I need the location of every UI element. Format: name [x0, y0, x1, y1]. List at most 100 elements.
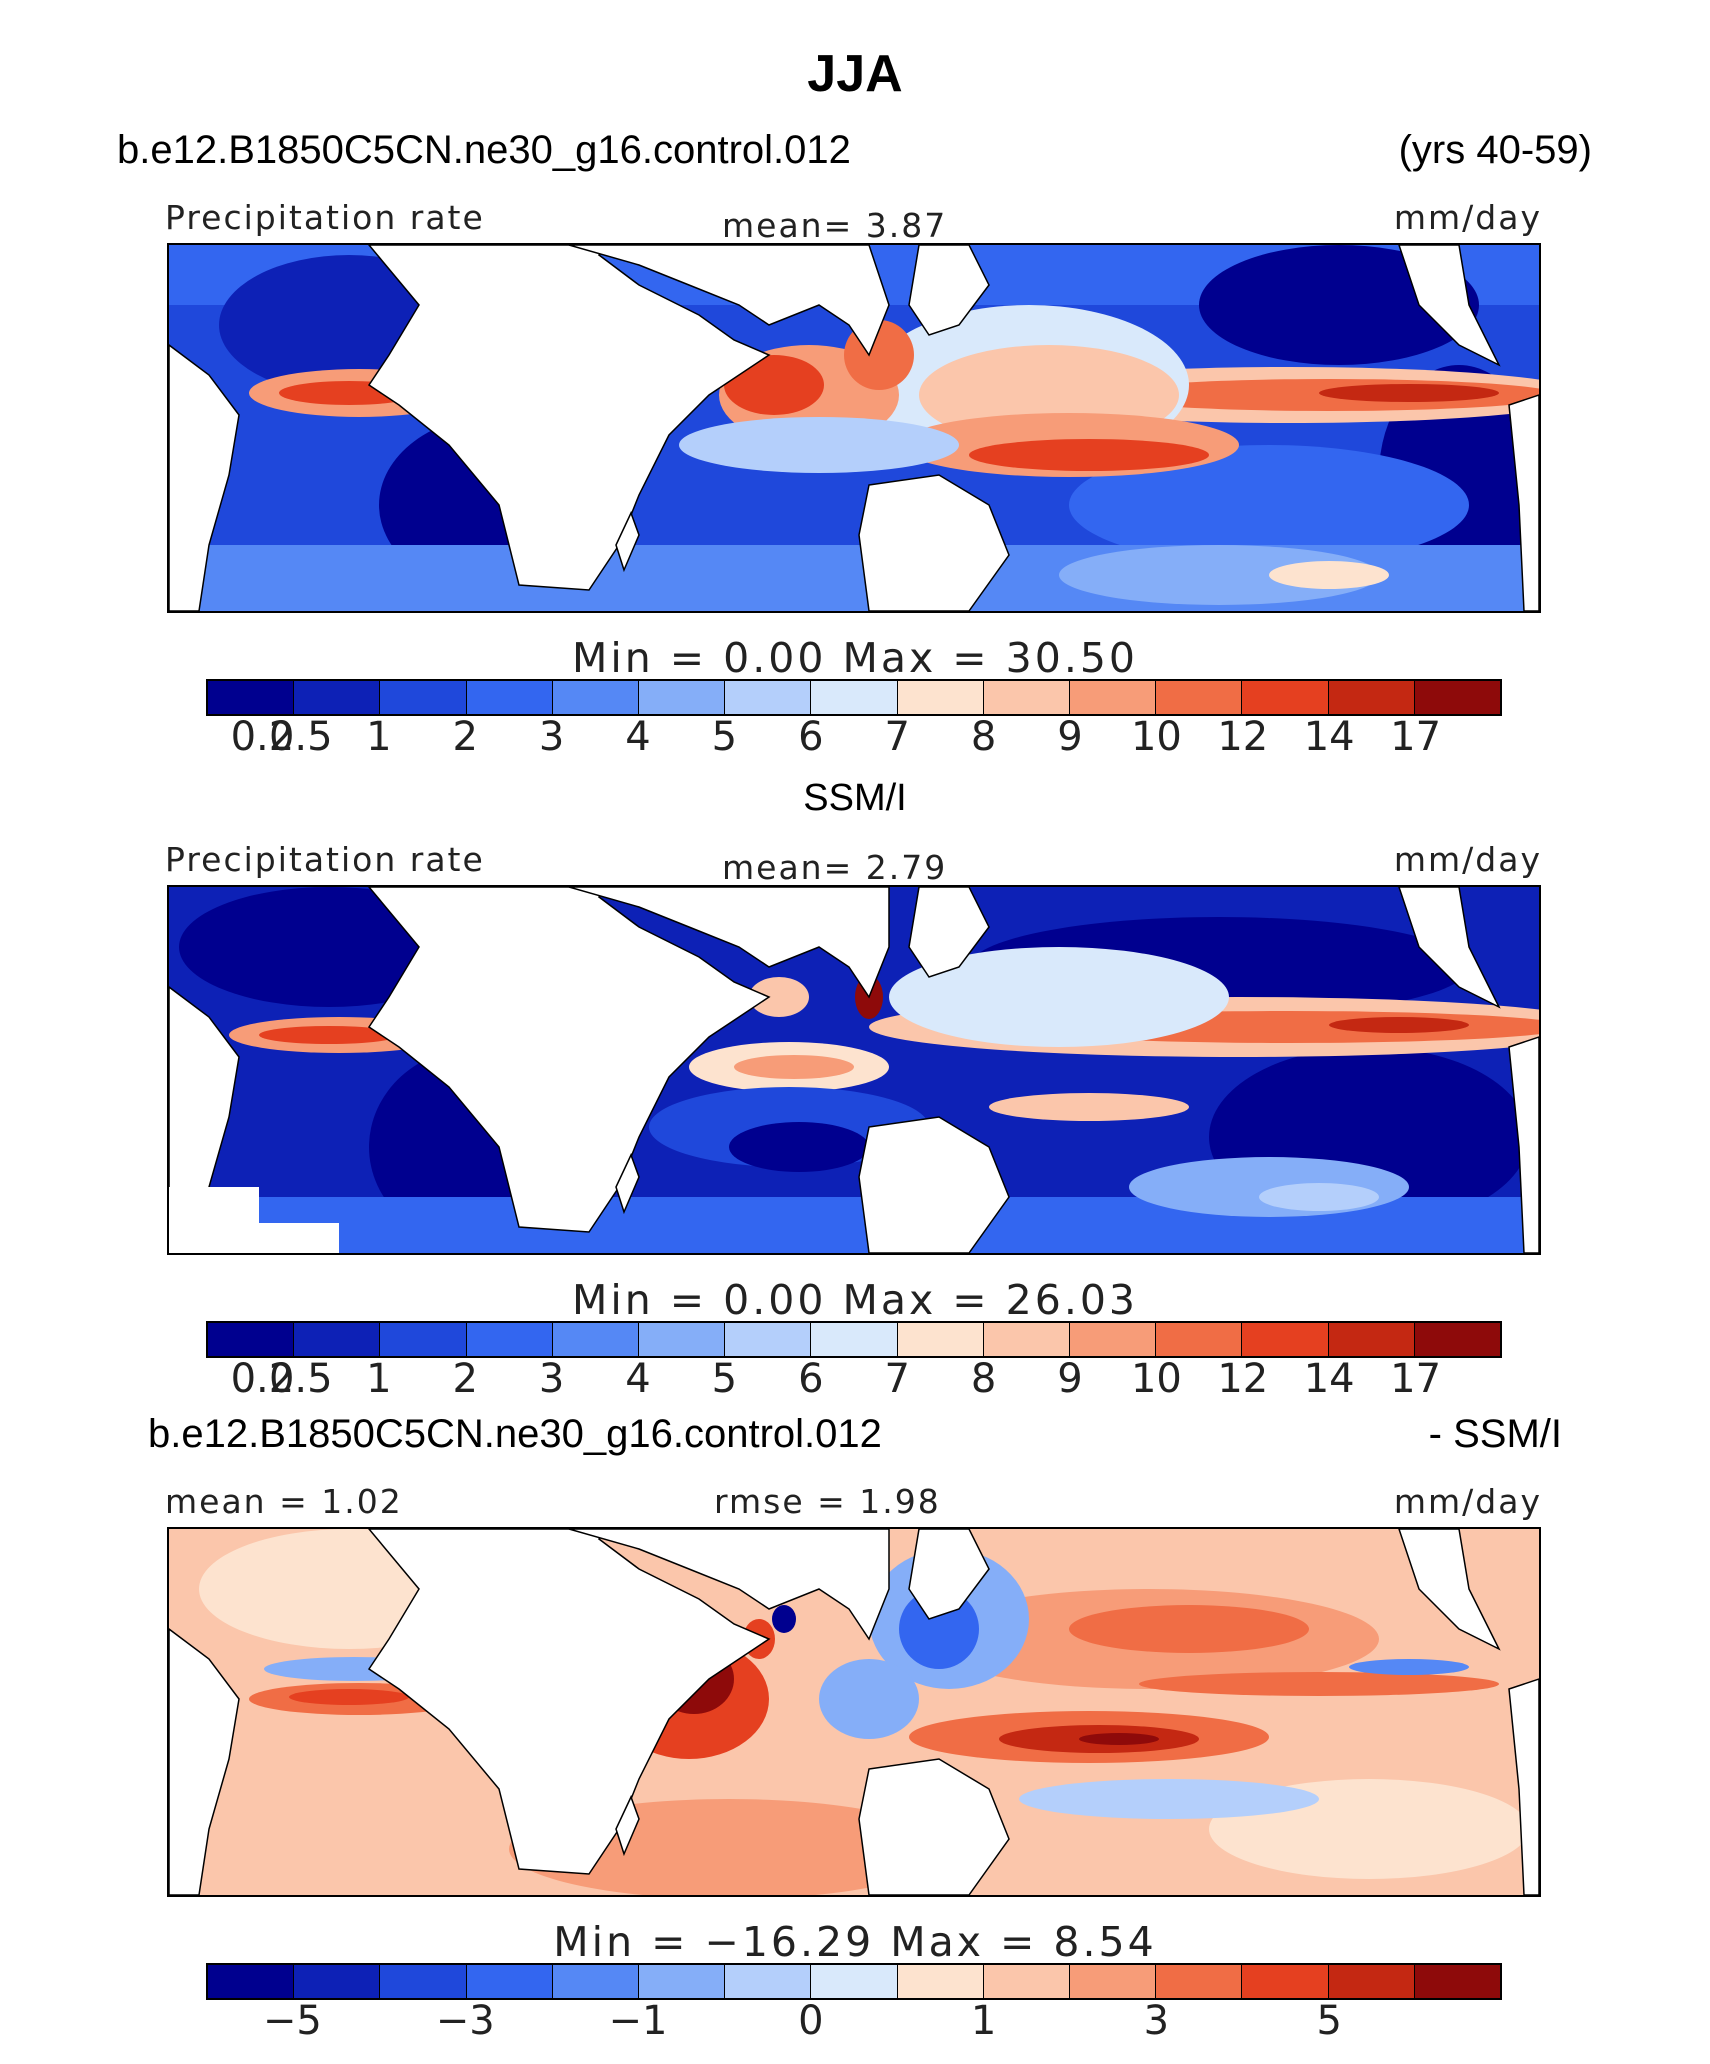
colorbar-tick-label: 9 — [1057, 1356, 1083, 1402]
colorbar-box — [811, 1965, 898, 1998]
case-name: b.e12.B1850C5CN.ne30_g16.control.012 — [117, 128, 851, 172]
colorbar-box — [1414, 1323, 1501, 1356]
colorbar-box — [897, 681, 984, 714]
colorbar-tick-label: −5 — [262, 1998, 322, 2044]
panel1-units: mm/day — [1393, 198, 1542, 237]
panel3-mean: mean = 1.02 — [165, 1482, 403, 1521]
colorbar-tick-label: 14 — [1303, 714, 1355, 760]
colorbar-box — [208, 681, 295, 714]
colorbar-box — [1242, 1323, 1329, 1356]
colorbar-box — [552, 681, 640, 714]
panel3-case-suffix: - SSM/I — [1428, 1412, 1562, 1456]
panel3-units: mm/day — [1393, 1482, 1542, 1521]
panel2-minmax: Min = 0.00 Max = 26.03 — [571, 1276, 1139, 1324]
panel2-units: mm/day — [1393, 840, 1542, 879]
colorbar-tick-label: −3 — [435, 1998, 495, 2044]
colorbar-box — [725, 1323, 812, 1356]
colorbar-box — [466, 681, 553, 714]
colorbar-box — [552, 1323, 640, 1356]
colorbar-box — [380, 1323, 467, 1356]
panel2-field — [169, 887, 1539, 1253]
colorbar-tick-label: 8 — [970, 1356, 997, 1402]
colorbar-box — [1242, 1965, 1329, 1998]
colorbar-box — [380, 681, 467, 714]
panel3-field — [169, 1529, 1539, 1895]
panel3-minmax: Min = −16.29 Max = 8.54 — [553, 1918, 1157, 1966]
colorbar-box — [380, 1965, 467, 1998]
colorbar-box — [983, 681, 1071, 714]
colorbar-box — [639, 1323, 726, 1356]
colorbar-box — [1328, 1323, 1415, 1356]
colorbar-tick-label: 12 — [1217, 714, 1269, 760]
colorbar-tick-label: 3 — [1143, 1998, 1170, 2044]
colorbar-tick-label: 0 — [798, 1998, 824, 2044]
colorbar-box — [811, 1323, 898, 1356]
colorbar-box — [1156, 1965, 1243, 1998]
panel2-colorbar — [206, 1321, 1502, 1358]
colorbar-box — [1414, 1965, 1501, 1998]
colorbar-tick-label: 0.2 — [230, 714, 295, 760]
colorbar-tick-label: 7 — [884, 1356, 910, 1402]
colorbar-tick-label: 6 — [798, 714, 824, 760]
panel3-rmse: rmse = 1.98 — [714, 1482, 941, 1521]
panel2-subtitle: SSM/I — [803, 777, 907, 819]
colorbar-box — [1328, 1965, 1415, 1998]
figure-title: JJA — [807, 45, 903, 103]
colorbar-box — [897, 1323, 984, 1356]
panel1-colorbar — [206, 679, 1502, 716]
colorbar-box — [552, 1965, 640, 1998]
colorbar-box — [983, 1965, 1071, 1998]
colorbar-box — [725, 681, 812, 714]
panel2-map — [167, 885, 1541, 1255]
colorbar-box — [466, 1965, 553, 1998]
colorbar-tick-label: 0.2 — [230, 1356, 295, 1402]
panel1-variable: Precipitation rate — [165, 198, 485, 237]
panel3-case-name: b.e12.B1850C5CN.ne30_g16.control.012 — [148, 1412, 882, 1456]
colorbar-box — [811, 681, 898, 714]
colorbar-tick-label: 2 — [452, 1356, 478, 1402]
colorbar-box — [294, 681, 381, 714]
colorbar-box — [1328, 681, 1415, 714]
colorbar-tick-label: 5 — [1316, 1998, 1342, 2044]
colorbar-tick-label: 10 — [1130, 1356, 1182, 1402]
panel1-minmax: Min = 0.00 Max = 30.50 — [571, 634, 1139, 682]
colorbar-tick-label: 4 — [625, 714, 651, 760]
colorbar-box — [725, 1965, 812, 1998]
colorbar-box — [1414, 681, 1501, 714]
colorbar-box — [294, 1965, 381, 1998]
colorbar-tick-label: 17 — [1390, 714, 1442, 760]
colorbar-tick-label: 5 — [711, 714, 738, 760]
colorbar-tick-label: 14 — [1303, 1356, 1355, 1402]
colorbar-box — [983, 1323, 1071, 1356]
colorbar-box — [466, 1323, 553, 1356]
colorbar-tick-label: 4 — [625, 1356, 651, 1402]
panel2-mean: mean= 2.79 — [722, 848, 948, 887]
colorbar-tick-label: 1 — [366, 714, 392, 760]
colorbar-box — [1070, 681, 1157, 714]
colorbar-tick-label: 2 — [452, 714, 478, 760]
colorbar-box — [1070, 1965, 1157, 1998]
colorbar-tick-label: −1 — [608, 1998, 668, 2044]
colorbar-tick-label: 0.5 — [268, 1356, 333, 1402]
colorbar-tick-label: 8 — [970, 714, 997, 760]
colorbar-box — [1156, 681, 1243, 714]
colorbar-tick-label: 17 — [1390, 1356, 1442, 1402]
panel1-field — [169, 245, 1539, 611]
panel1-mean: mean= 3.87 — [722, 206, 948, 245]
colorbar-tick-label: 3 — [538, 1356, 565, 1402]
colorbar-box — [294, 1323, 381, 1356]
panel2-variable: Precipitation rate — [165, 840, 485, 879]
colorbar-box — [639, 681, 726, 714]
colorbar-box — [639, 1965, 726, 1998]
colorbar-tick-label: 12 — [1217, 1356, 1269, 1402]
colorbar-box — [897, 1965, 984, 1998]
colorbar-tick-label: 1 — [970, 1998, 997, 2044]
colorbar-tick-label: 5 — [711, 1356, 738, 1402]
colorbar-tick-label: 6 — [798, 1356, 824, 1402]
colorbar-tick-label: 9 — [1057, 714, 1083, 760]
colorbar-box — [208, 1323, 295, 1356]
colorbar-box — [1070, 1323, 1157, 1356]
colorbar-tick-label: 0.5 — [268, 714, 333, 760]
colorbar-tick-label: 10 — [1130, 714, 1182, 760]
colorbar-box — [1156, 1323, 1243, 1356]
